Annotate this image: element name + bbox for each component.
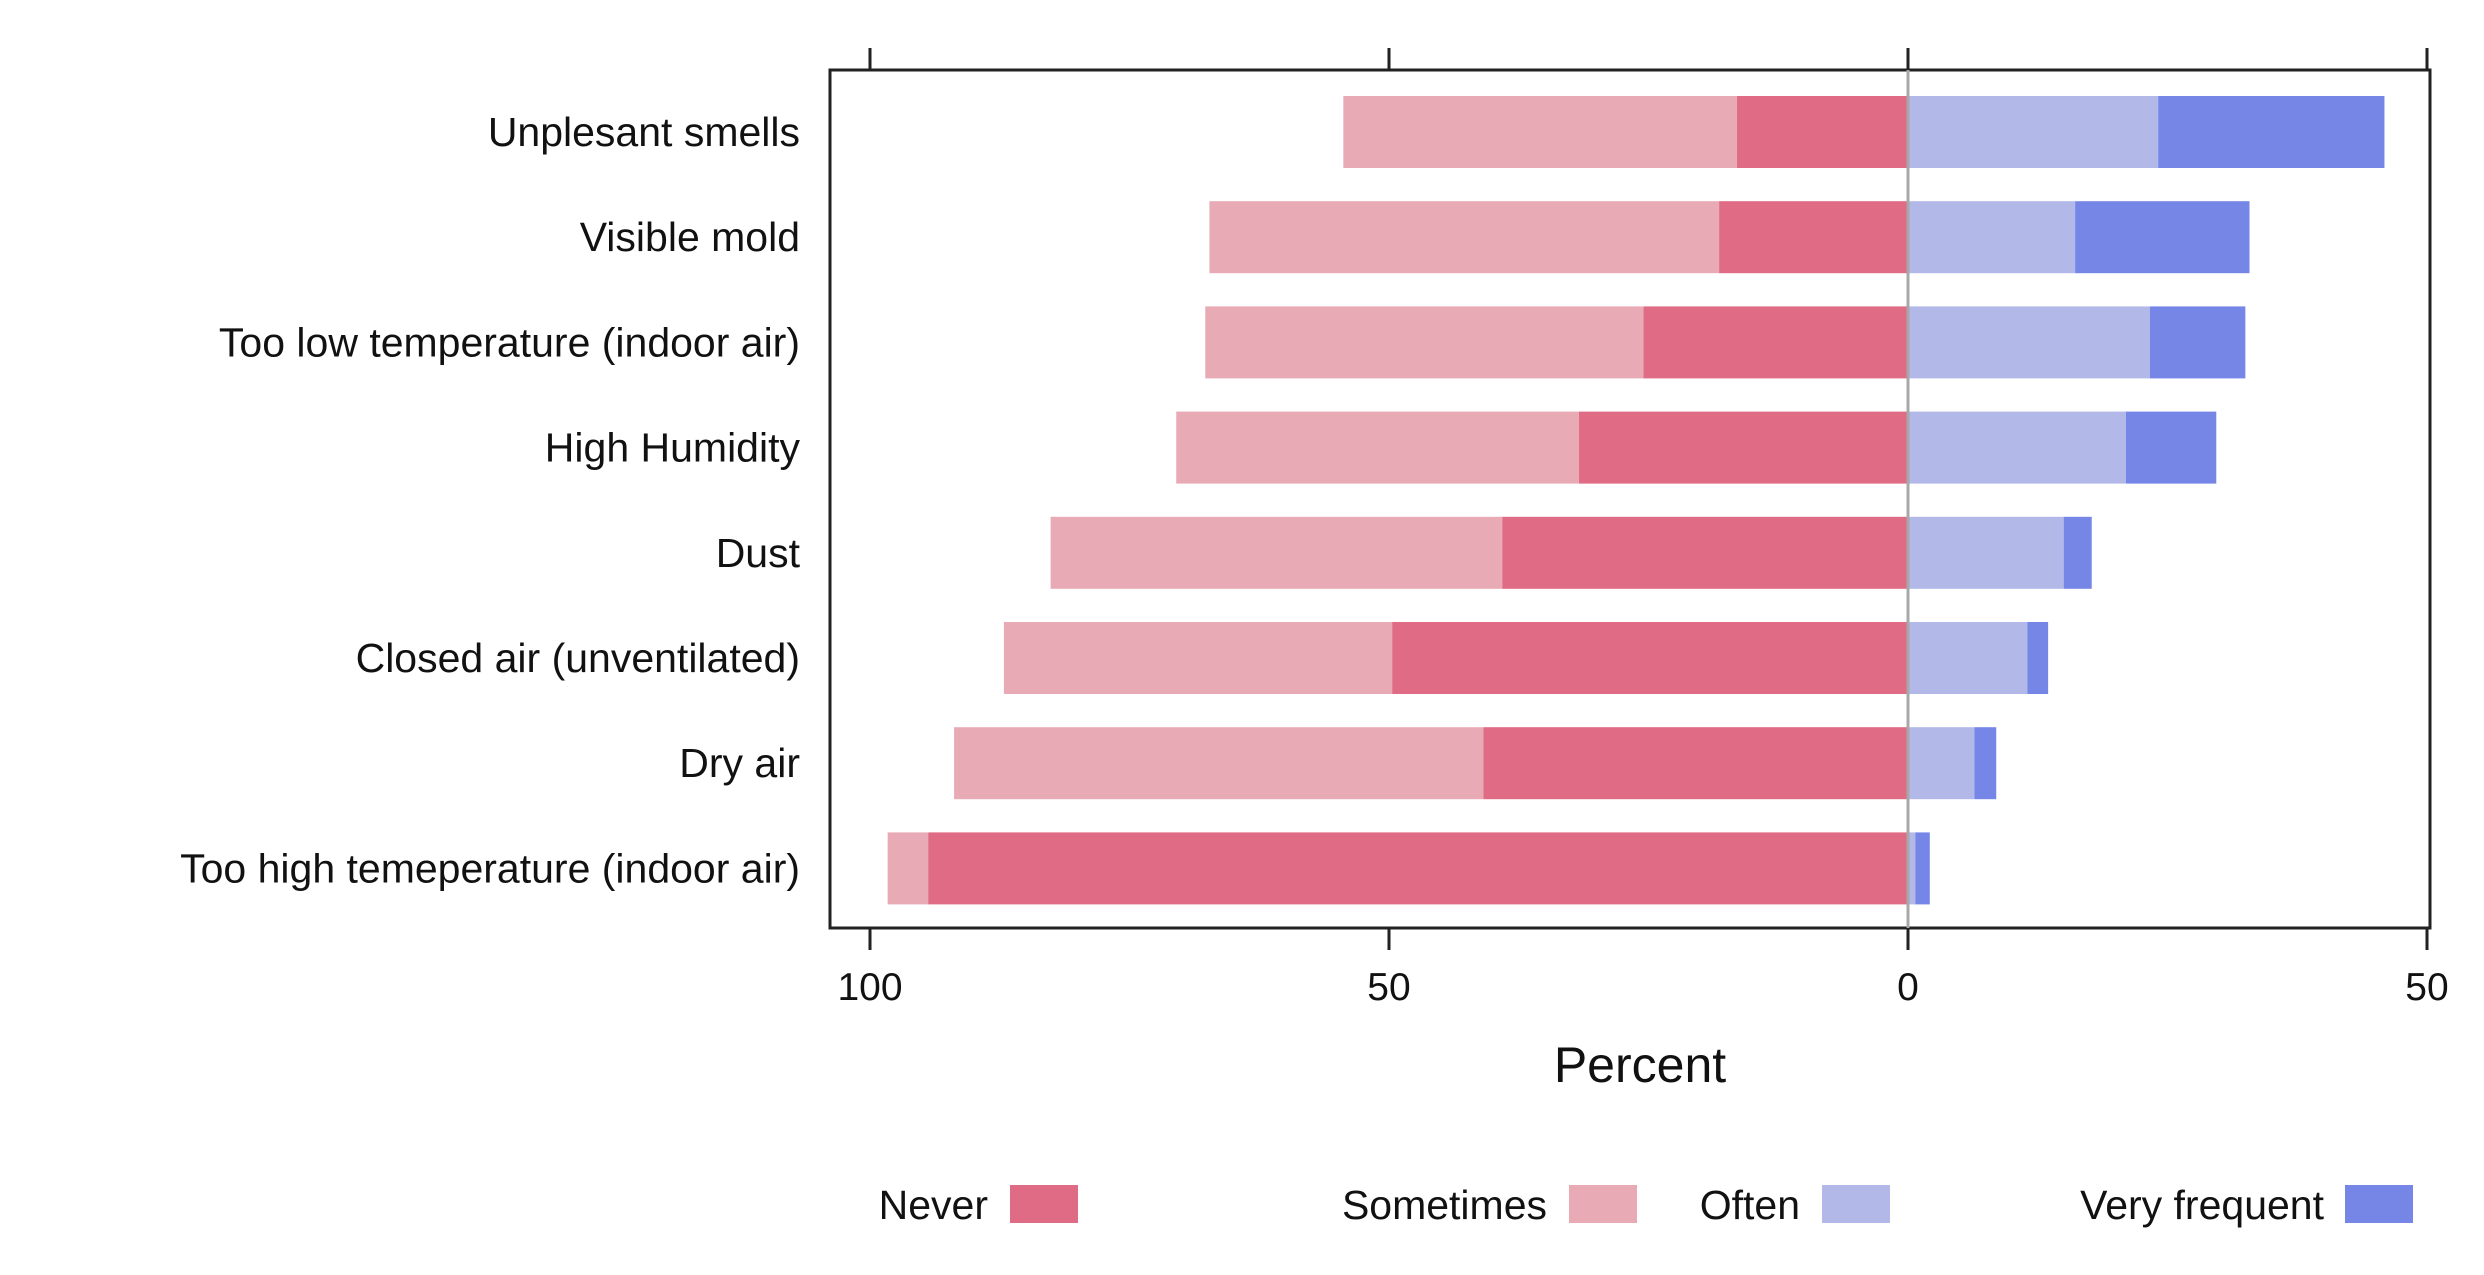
x-axis-ticks: 100 50 0 50 [837, 48, 2449, 1009]
category-label: Unplesant smells [488, 109, 800, 155]
legend-swatch [1569, 1185, 1637, 1223]
legend: Never Sometimes Often Very frequent [879, 1182, 2413, 1228]
plot-frame [828, 68, 2432, 930]
bar-often-visible-mold [1908, 201, 2076, 274]
legend-swatch [2345, 1185, 2413, 1223]
legend-swatch [1822, 1185, 1890, 1223]
bar-never-unplesant-smells [1736, 96, 1908, 168]
bar-sometimes-closed-air-unventilated [1003, 622, 1393, 694]
bar-sometimes-high-humidity [1176, 411, 1579, 484]
plot-area [828, 68, 2432, 930]
bar-never-visible-mold [1719, 201, 1908, 274]
category-label: Closed air (unventilated) [356, 635, 800, 681]
bar-never-dry-air [1483, 727, 1908, 800]
bar-very-frequent-dry-air [1974, 727, 1997, 800]
x-tick-label: 50 [2405, 966, 2448, 1009]
legend-item-very-frequent: Very frequent [2080, 1182, 2413, 1228]
bar-very-frequent-visible-mold [2075, 201, 2250, 274]
legend-label: Sometimes [1342, 1182, 1547, 1228]
bar-very-frequent-too-low-temperature-indoor-air [2149, 306, 2246, 379]
bar-often-dust [1908, 516, 2064, 589]
legend-item-sometimes: Sometimes [1342, 1182, 1637, 1228]
bar-never-closed-air-unventilated [1392, 622, 1908, 694]
bar-often-dry-air [1908, 727, 1975, 800]
category-labels: Unplesant smells Visible mold Too low temp… [180, 109, 800, 891]
bar-often-too-high-temeperature-indoor-air [1908, 832, 1916, 905]
x-tick-label: 0 [1897, 966, 1919, 1009]
bar-sometimes-dust [1050, 516, 1503, 589]
x-axis-title: Percent [1554, 1037, 1726, 1093]
bar-very-frequent-high-humidity [2125, 411, 2217, 484]
bar-never-too-low-temperature-indoor-air [1643, 306, 1908, 379]
legend-swatch [1010, 1185, 1078, 1223]
bar-very-frequent-too-high-temeperature-indoor-air [1915, 832, 1930, 905]
bar-often-unplesant-smells [1908, 96, 2159, 168]
bar-sometimes-visible-mold [1209, 201, 1720, 274]
category-label: Too low temperature (indoor air) [219, 319, 800, 365]
bar-very-frequent-dust [2063, 516, 2092, 589]
category-label: Visible mold [580, 214, 800, 260]
bars [887, 96, 2385, 905]
legend-label: Very frequent [2080, 1182, 2324, 1228]
bar-very-frequent-closed-air-unventilated [2027, 622, 2049, 694]
bar-sometimes-unplesant-smells [1343, 96, 1737, 168]
bar-never-too-high-temeperature-indoor-air [928, 832, 1908, 905]
bar-sometimes-dry-air [954, 727, 1484, 800]
category-label: Dry air [679, 740, 800, 786]
bar-often-too-low-temperature-indoor-air [1908, 306, 2150, 379]
category-label: High Humidity [545, 425, 801, 471]
legend-item-often: Often [1700, 1182, 1890, 1228]
x-tick-label: 100 [837, 966, 902, 1009]
category-label: Too high temeperature (indoor air) [180, 845, 800, 891]
legend-label: Never [879, 1182, 988, 1228]
x-tick-label: 50 [1367, 966, 1410, 1009]
bar-often-high-humidity [1908, 411, 2126, 484]
bar-often-closed-air-unventilated [1908, 622, 2028, 694]
bar-sometimes-too-high-temeperature-indoor-air [887, 832, 929, 905]
legend-item-never: Never [879, 1182, 1078, 1228]
category-label: Dust [716, 530, 801, 576]
bar-sometimes-too-low-temperature-indoor-air [1205, 306, 1644, 379]
bar-very-frequent-unplesant-smells [2158, 96, 2385, 168]
bar-never-high-humidity [1578, 411, 1908, 484]
bar-never-dust [1502, 516, 1908, 589]
legend-label: Often [1700, 1182, 1800, 1228]
